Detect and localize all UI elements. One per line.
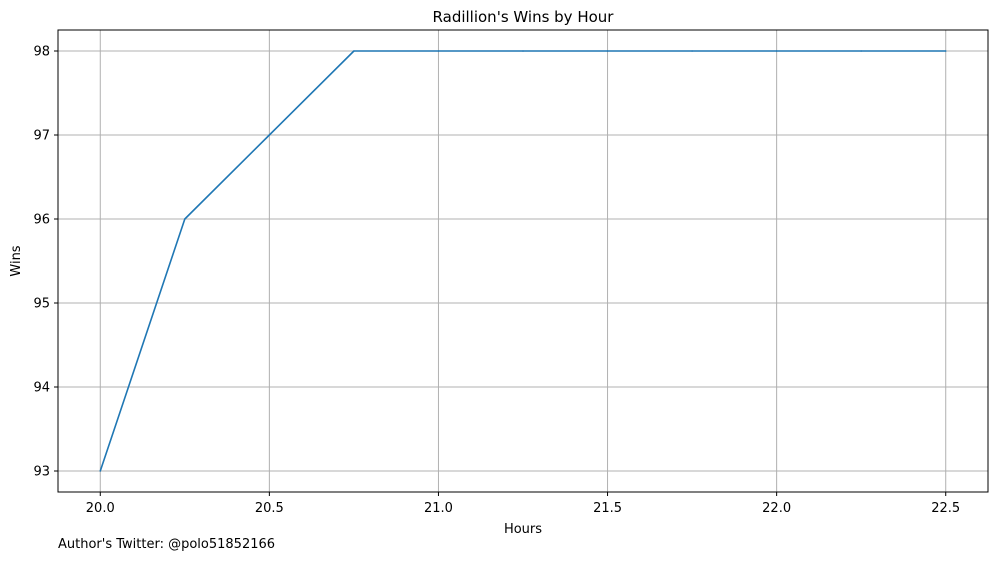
x-tick-label: 21.0: [424, 501, 453, 516]
y-tick-label: 96: [33, 213, 50, 228]
data-point: [437, 50, 440, 52]
grid-lines: [58, 30, 988, 492]
series-layer: [99, 50, 947, 472]
y-axis-label: Wins: [9, 245, 24, 276]
y-tick-label: 97: [33, 129, 50, 144]
data-point: [522, 50, 524, 52]
x-tick-label: 20.0: [86, 501, 115, 516]
axis-ticks: 20.0 20.5 21.0 21.5 22.0 22.5 93 94 95 96 97 98: [33, 45, 960, 517]
data-point: [691, 50, 693, 52]
data-point: [944, 50, 947, 52]
y-tick-label: 94: [33, 381, 50, 396]
data-point: [775, 50, 778, 52]
x-tick-label: 22.0: [762, 501, 791, 516]
x-tick-label: 22.5: [931, 501, 960, 516]
chart-title: Radillion's Wins by Hour: [433, 8, 615, 26]
y-tick-label: 93: [33, 465, 50, 480]
data-point: [606, 50, 609, 52]
x-axis-label: Hours: [504, 522, 542, 537]
data-point: [860, 50, 862, 52]
x-tick-label: 21.5: [593, 501, 622, 516]
data-point: [184, 218, 186, 220]
plot-frame: [57, 29, 989, 493]
y-tick-label: 98: [33, 45, 50, 60]
data-point: [268, 134, 271, 136]
author-credit: Author's Twitter: @polo51852166: [58, 537, 276, 552]
x-tick-label: 20.5: [255, 501, 284, 516]
y-tick-label: 95: [33, 297, 50, 312]
data-point: [353, 50, 355, 52]
data-point: [99, 470, 102, 472]
